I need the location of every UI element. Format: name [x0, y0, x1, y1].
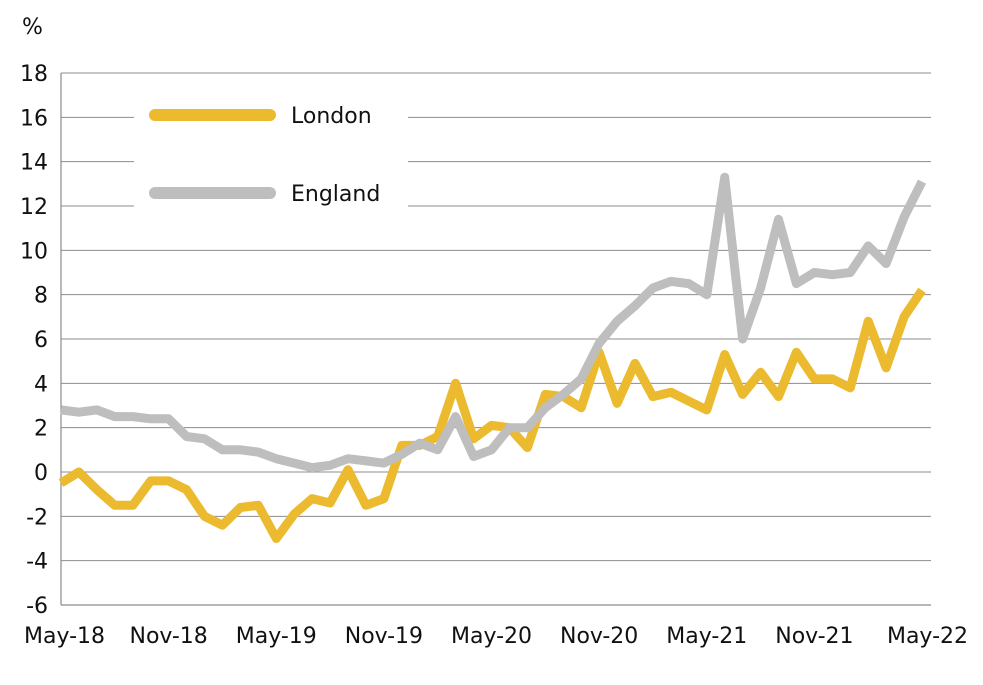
x-tick-label: May-19 — [236, 624, 317, 649]
y-tick-label: 16 — [20, 106, 48, 131]
x-tick-label: May-22 — [887, 624, 968, 649]
legend: London England — [134, 96, 408, 222]
y-tick-label: 14 — [20, 151, 48, 176]
legend-label-london: London — [291, 104, 372, 129]
x-tick-label: Nov-18 — [129, 624, 207, 649]
series-line-england — [60, 172, 927, 473]
y-axis-tick-labels: -6 -4 -2 0 2 4 6 8 10 12 14 16 18 — [20, 62, 48, 619]
series-line-london — [58, 287, 926, 543]
x-axis-tick-labels: May-18 Nov-18 May-19 Nov-19 May-20 Nov-20 May-… — [24, 624, 968, 649]
legend-label-england: England — [291, 182, 380, 207]
series-lines — [58, 172, 927, 543]
y-tick-label: 10 — [20, 239, 48, 264]
y-tick-label: -4 — [26, 550, 48, 575]
y-tick-label: -2 — [26, 505, 48, 530]
y-tick-label: 0 — [34, 461, 48, 486]
y-tick-label: 2 — [34, 417, 48, 442]
x-tick-label: Nov-20 — [560, 624, 638, 649]
y-tick-label: 12 — [20, 195, 48, 220]
x-tick-label: May-21 — [666, 624, 747, 649]
x-tick-label: May-20 — [451, 624, 532, 649]
y-tick-label: 18 — [20, 62, 48, 87]
x-tick-label: Nov-19 — [345, 624, 423, 649]
x-tick-label: Nov-21 — [775, 624, 853, 649]
y-tick-label: 6 — [34, 328, 48, 353]
y-tick-label: 8 — [34, 284, 48, 309]
y-tick-label: 4 — [34, 372, 48, 397]
x-tick-label: May-18 — [24, 624, 105, 649]
y-axis-unit-label: % — [22, 15, 43, 40]
y-tick-label: -6 — [26, 594, 48, 619]
